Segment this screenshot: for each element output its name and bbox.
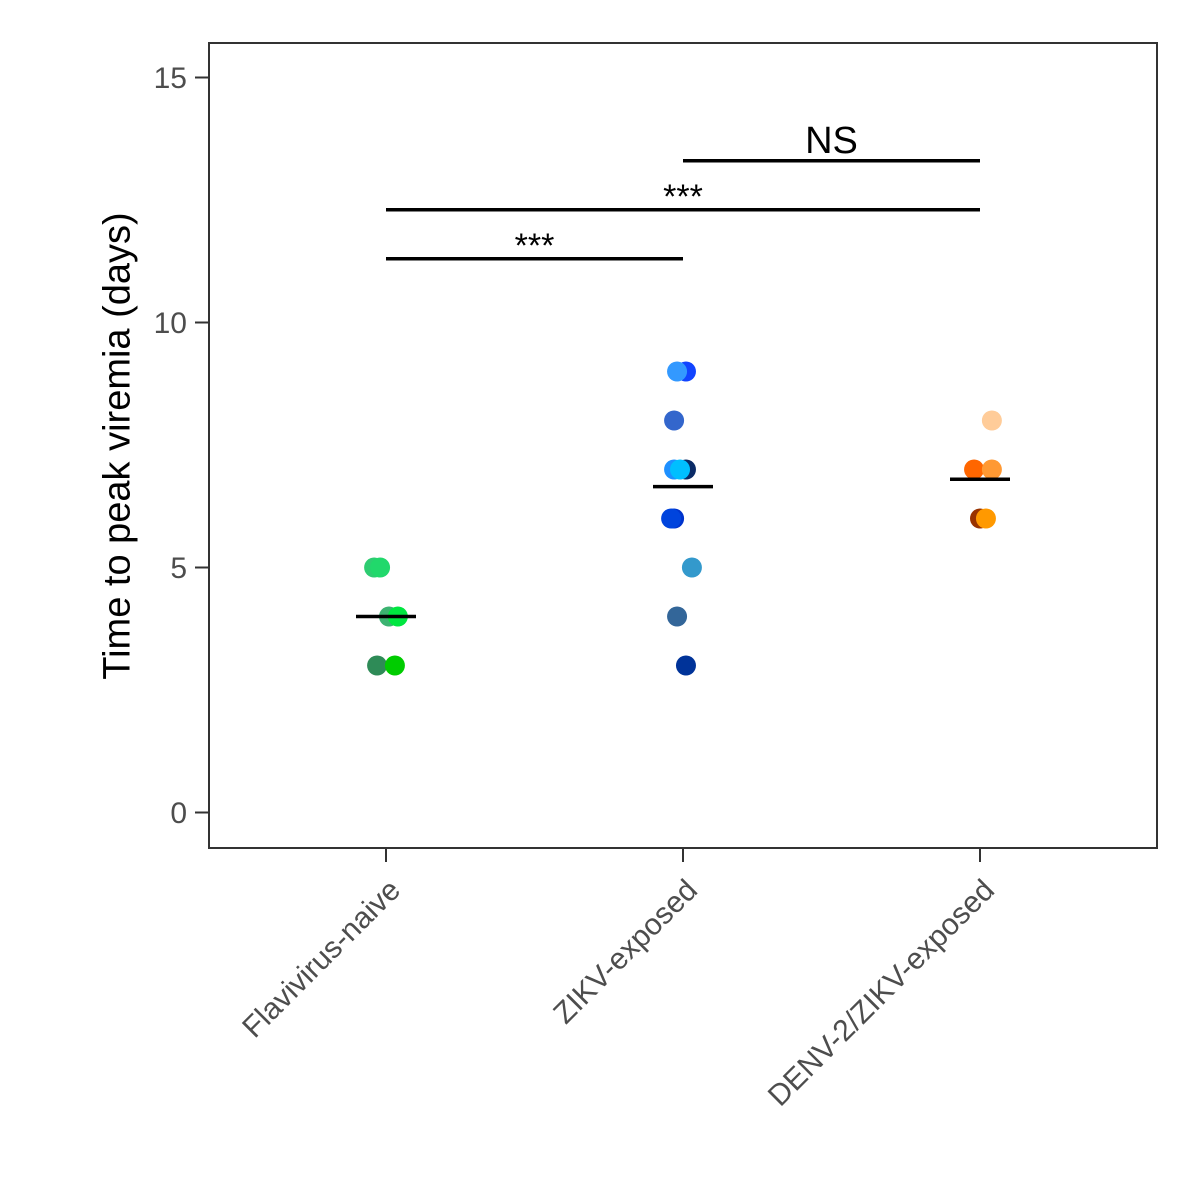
data-point bbox=[981, 459, 1002, 480]
data-point bbox=[964, 459, 985, 480]
data-point bbox=[661, 508, 682, 529]
significance-brackets: *** *** NS bbox=[386, 120, 980, 265]
y-axis-ticks: 0 5 10 15 bbox=[154, 62, 209, 830]
data-point bbox=[367, 655, 388, 676]
data-point bbox=[664, 410, 685, 431]
y-tick-label: 15 bbox=[154, 62, 187, 95]
data-point bbox=[675, 655, 696, 676]
significance-label: *** bbox=[663, 178, 703, 216]
x-tick-label: ZIKV-exposed bbox=[547, 874, 704, 1031]
data-point bbox=[667, 361, 688, 382]
data-point bbox=[670, 459, 691, 480]
data-point bbox=[975, 508, 996, 529]
y-tick-label: 0 bbox=[170, 797, 187, 830]
significance-label: *** bbox=[515, 227, 555, 265]
x-tick-label: DENV-2/ZIKV-exposed bbox=[762, 874, 1001, 1113]
plot-panel-border bbox=[208, 42, 1158, 849]
mean-lines bbox=[356, 477, 1010, 619]
y-tick-label: 10 bbox=[154, 307, 187, 340]
y-tick-label: 5 bbox=[170, 552, 187, 585]
data-point bbox=[981, 410, 1002, 431]
data-point bbox=[370, 557, 391, 578]
y-axis-title: Time to peak viremia (days) bbox=[96, 212, 138, 679]
data-point bbox=[681, 557, 702, 578]
data-point bbox=[667, 606, 688, 627]
x-axis-ticks: Flavivirus-naive ZIKV-exposed DENV-2/ZIKV-… bbox=[236, 848, 1001, 1113]
significance-label: NS bbox=[805, 120, 858, 162]
data-points bbox=[364, 361, 1002, 676]
data-point bbox=[384, 655, 405, 676]
x-tick-label: Flavivirus-naive bbox=[236, 874, 407, 1045]
